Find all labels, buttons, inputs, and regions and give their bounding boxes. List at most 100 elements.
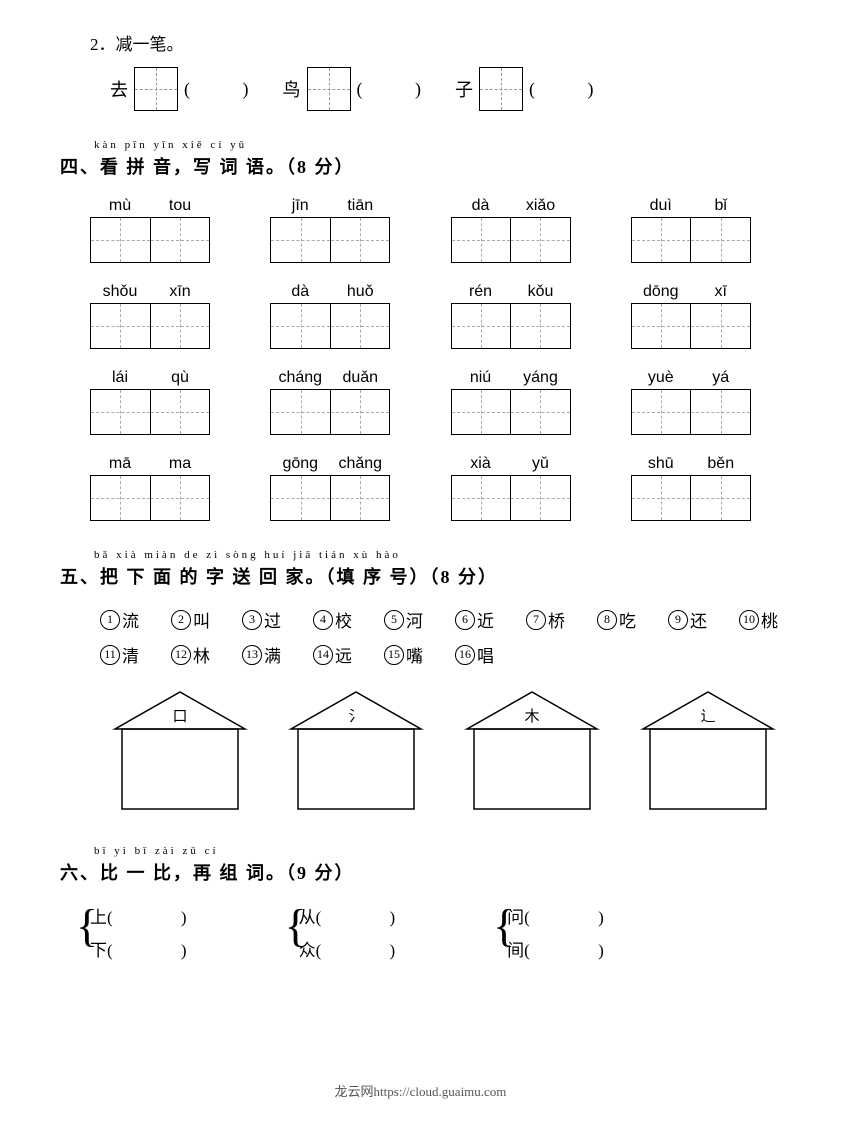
blank-paren[interactable]: ( ) <box>184 79 273 100</box>
char: 桥 <box>548 607 565 632</box>
char-cell[interactable] <box>151 218 210 262</box>
char-cell[interactable] <box>452 476 512 520</box>
blank-paren[interactable]: ( ) <box>107 941 219 960</box>
char-cell[interactable] <box>632 304 692 348</box>
pinyin-syllable: jīn <box>270 197 330 215</box>
brace-icon: { <box>493 903 515 949</box>
pinyin-grid: mù tou jīn tiān dà xiǎo duì bǐ <box>90 197 771 521</box>
char-cell[interactable] <box>632 218 692 262</box>
pinyin-syllable: xīn <box>150 283 210 301</box>
char-cell[interactable] <box>452 304 512 348</box>
char-cell[interactable] <box>331 476 390 520</box>
two-char-box[interactable] <box>631 389 751 435</box>
pinyin-syllable: ma <box>150 455 210 473</box>
blank-paren[interactable]: ( ) <box>529 79 618 100</box>
q6-line: 众( ) <box>299 936 428 961</box>
char-cell[interactable] <box>511 390 570 434</box>
two-char-box[interactable] <box>631 217 751 263</box>
blank-paren[interactable]: ( ) <box>316 941 428 960</box>
pinyin-cell: shǒu xīn <box>90 283 230 349</box>
footer-text: 龙云网https://cloud.guaimu.com <box>0 1081 841 1100</box>
char-cell[interactable] <box>151 304 210 348</box>
char-cell[interactable] <box>452 218 512 262</box>
two-char-box[interactable] <box>631 303 751 349</box>
char-cell[interactable] <box>452 390 512 434</box>
char-item: 7桥 <box>526 607 565 632</box>
char-item: 12林 <box>171 642 210 667</box>
pinyin-syllable: yáng <box>511 369 571 387</box>
char-cell[interactable] <box>691 476 750 520</box>
char-box[interactable] <box>134 67 178 111</box>
two-char-box[interactable] <box>90 217 210 263</box>
two-char-box[interactable] <box>451 303 571 349</box>
blank-paren[interactable]: ( ) <box>524 941 636 960</box>
char-cell[interactable] <box>271 476 331 520</box>
char-item: 13满 <box>242 642 281 667</box>
blank-paren[interactable]: ( ) <box>316 908 428 927</box>
house[interactable]: 辶 <box>638 687 778 817</box>
char-cell[interactable] <box>632 390 692 434</box>
two-char-box[interactable] <box>270 303 390 349</box>
char-cell[interactable] <box>632 476 692 520</box>
char-cell[interactable] <box>511 304 570 348</box>
char-cell[interactable] <box>271 390 331 434</box>
pinyin-label: niú yáng <box>451 369 571 387</box>
char-cell[interactable] <box>91 218 151 262</box>
pinyin-cell: xià yǔ <box>451 455 591 521</box>
house[interactable]: 氵 <box>286 687 426 817</box>
char-cell[interactable] <box>331 304 390 348</box>
char-cell[interactable] <box>91 390 151 434</box>
char-cell[interactable] <box>271 218 331 262</box>
pinyin-cell: jīn tiān <box>270 197 410 263</box>
q5-char-list: 1流2叫3过4校5河6近7桥8吃9还10桃11清12林13满14远15嘴16唱 <box>100 607 781 667</box>
q5-ruby: bǎ xià miàn de zì sòng huí jiā tián xù h… <box>94 549 781 561</box>
q5-heading: 五、把 下 面 的 字 送 回 家。（填 序 号）（8 分） <box>60 563 781 589</box>
q2-prompt: 2．减一笔。 <box>90 30 781 55</box>
char-cell[interactable] <box>691 218 750 262</box>
pinyin-syllable: yuè <box>631 369 691 387</box>
char-cell[interactable] <box>331 218 390 262</box>
q2-char: 子 <box>455 76 473 102</box>
two-char-box[interactable] <box>90 389 210 435</box>
char-cell[interactable] <box>511 476 570 520</box>
char-box[interactable] <box>479 67 523 111</box>
char-cell[interactable] <box>331 390 390 434</box>
pinyin-cell: niú yáng <box>451 369 591 435</box>
char-cell[interactable] <box>691 390 750 434</box>
char-cell[interactable] <box>151 476 210 520</box>
pinyin-syllable: mā <box>90 455 150 473</box>
pinyin-syllable: huǒ <box>330 283 390 301</box>
pinyin-syllable: lái <box>90 369 150 387</box>
blank-paren[interactable]: ( ) <box>357 79 446 100</box>
two-char-box[interactable] <box>270 217 390 263</box>
char-cell[interactable] <box>151 390 210 434</box>
house[interactable]: 木 <box>462 687 602 817</box>
pinyin-cell: mù tou <box>90 197 230 263</box>
char: 嘴 <box>406 642 423 667</box>
pinyin-label: dà huǒ <box>270 283 390 301</box>
question-4: kàn pīn yīn xiě cí yǔ 四、看 拼 音，写 词 语。（8 分… <box>60 139 781 521</box>
pinyin-label: xià yǔ <box>451 455 571 473</box>
two-char-box[interactable] <box>270 389 390 435</box>
blank-paren[interactable]: ( ) <box>107 908 219 927</box>
char-cell[interactable] <box>91 304 151 348</box>
char-cell[interactable] <box>271 304 331 348</box>
two-char-box[interactable] <box>90 475 210 521</box>
house[interactable]: 口 <box>110 687 250 817</box>
two-char-box[interactable] <box>270 475 390 521</box>
char-cell[interactable] <box>511 218 570 262</box>
char: 叫 <box>193 607 210 632</box>
pinyin-syllable: xiǎo <box>511 197 571 215</box>
char-item: 16唱 <box>455 642 494 667</box>
two-char-box[interactable] <box>451 217 571 263</box>
char-box[interactable] <box>307 67 351 111</box>
two-char-box[interactable] <box>631 475 751 521</box>
pinyin-cell: dà xiǎo <box>451 197 591 263</box>
char-cell[interactable] <box>691 304 750 348</box>
pinyin-label: duì bǐ <box>631 197 751 215</box>
char-cell[interactable] <box>91 476 151 520</box>
two-char-box[interactable] <box>451 389 571 435</box>
blank-paren[interactable]: ( ) <box>524 908 636 927</box>
two-char-box[interactable] <box>90 303 210 349</box>
two-char-box[interactable] <box>451 475 571 521</box>
